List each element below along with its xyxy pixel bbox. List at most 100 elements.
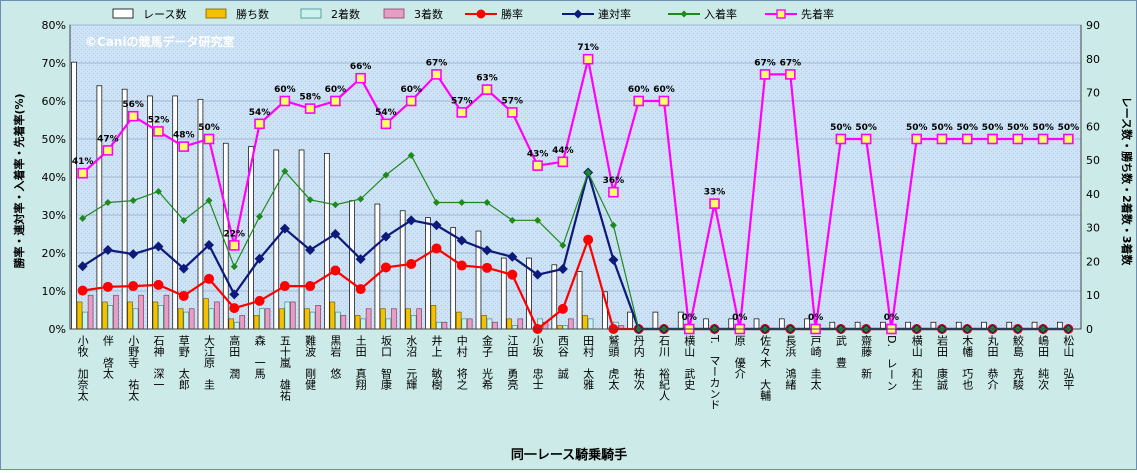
data-point [380,231,391,242]
bar [87,294,94,330]
watermark: ©Caniの競馬データ研究室 [85,34,235,49]
x-tick-label: 井上 敏樹 [430,334,443,391]
bar [753,318,760,330]
data-point [204,240,215,251]
left-tick-label: 10% [42,285,66,298]
bar [436,321,442,330]
bar [405,308,411,330]
x-tick-label: 草野 太郎 [177,335,190,390]
bar [399,210,406,330]
legend-label: 勝率 [501,7,523,21]
data-point [102,145,114,156]
bar [652,311,659,330]
data-label: 63% [476,74,498,84]
data-label: 71% [577,43,599,53]
x-tick-label: 丸田 恭介 [986,335,999,390]
x-tick-label: 武 豊 [834,335,847,368]
data-point [77,167,88,179]
data-point [330,265,341,276]
data-point [77,285,88,296]
data-point [507,107,518,118]
left-tick-label: 60% [42,95,66,108]
data-point [835,133,847,145]
bar [203,298,209,330]
data-label: 44% [552,146,574,156]
bar [304,308,310,330]
data-point [129,197,137,205]
legend-label: 連対率 [598,7,631,21]
right-axis-title: レース数・勝ち数・2着数・3着数 [1120,97,1134,267]
axes: 0% 10% 20% 30% 40% 50% 60% 70% 80% 0 10 20 30 40 50 60 7… [42,19,1100,410]
bar [71,61,77,330]
legend-marker [680,10,688,18]
data-point [331,201,339,209]
legend: レース数 勝ち数 2着数 3着数 勝率 連対率 入着率 先着率 [112,7,834,21]
bar [188,308,195,330]
data-point [532,160,543,171]
legend-label: 先着率 [801,7,834,21]
data-label: 50% [931,123,953,133]
x-axis-title: 同一レース騎乗騎手 [511,447,627,463]
data-label: 60% [400,85,422,95]
x-tick-label: 江田 勇亮 [506,335,519,390]
x-tick-label: 佐々木 大輔 [759,334,772,402]
data-label: 60% [274,85,296,95]
series-line [81,58,1069,330]
legend-swatch [300,8,322,19]
bar [102,301,108,330]
data-point [507,251,518,262]
data-point [104,198,112,206]
data-point [456,260,467,271]
data-point [961,133,973,145]
x-tick-label: 高田 潤 [228,334,241,379]
legend-marker [476,9,486,19]
bar [284,301,291,330]
data-point [608,186,619,198]
data-point [557,156,569,168]
x-tick-label: 小牧 加奈太 [76,335,89,402]
data-point [254,295,265,306]
x-tick-label: 石神 深一 [152,335,165,390]
data-label: 43% [527,150,549,160]
data-label: 52% [148,115,170,125]
data-label: 50% [906,123,928,133]
data-label: 66% [350,62,372,72]
data-point [355,284,366,295]
data-label: 67% [780,58,802,68]
data-point [407,151,415,159]
bar [562,325,569,330]
bar [113,294,119,330]
data-label: 60% [653,85,675,95]
bar [492,321,498,330]
bar [228,318,235,330]
bar [214,301,220,330]
data-label: 60% [628,85,650,95]
bar [132,308,139,330]
bar [380,308,386,330]
bar [416,308,422,330]
right-tick-label: 60 [1086,120,1100,133]
right-tick-label: 0 [1086,323,1093,336]
data-point [508,216,516,224]
bar [568,318,574,330]
x-tick-label: T. マーカンド [708,334,721,410]
data-point [380,118,392,130]
data-point [987,133,998,145]
data-point [279,223,290,234]
data-label: 36% [603,176,625,186]
data-point [406,259,417,270]
data-point [482,245,493,256]
data-label: 0% [732,313,747,323]
bar [76,301,83,330]
right-tick-label: 10 [1086,289,1100,302]
bar [264,308,271,330]
data-label: 0% [808,313,823,323]
data-point [205,197,213,205]
bar [259,308,265,330]
bar [517,318,524,330]
data-point [330,95,341,107]
bar [385,318,392,330]
x-tick-label: 丹内 祐次 [632,335,645,391]
data-point [178,263,189,274]
